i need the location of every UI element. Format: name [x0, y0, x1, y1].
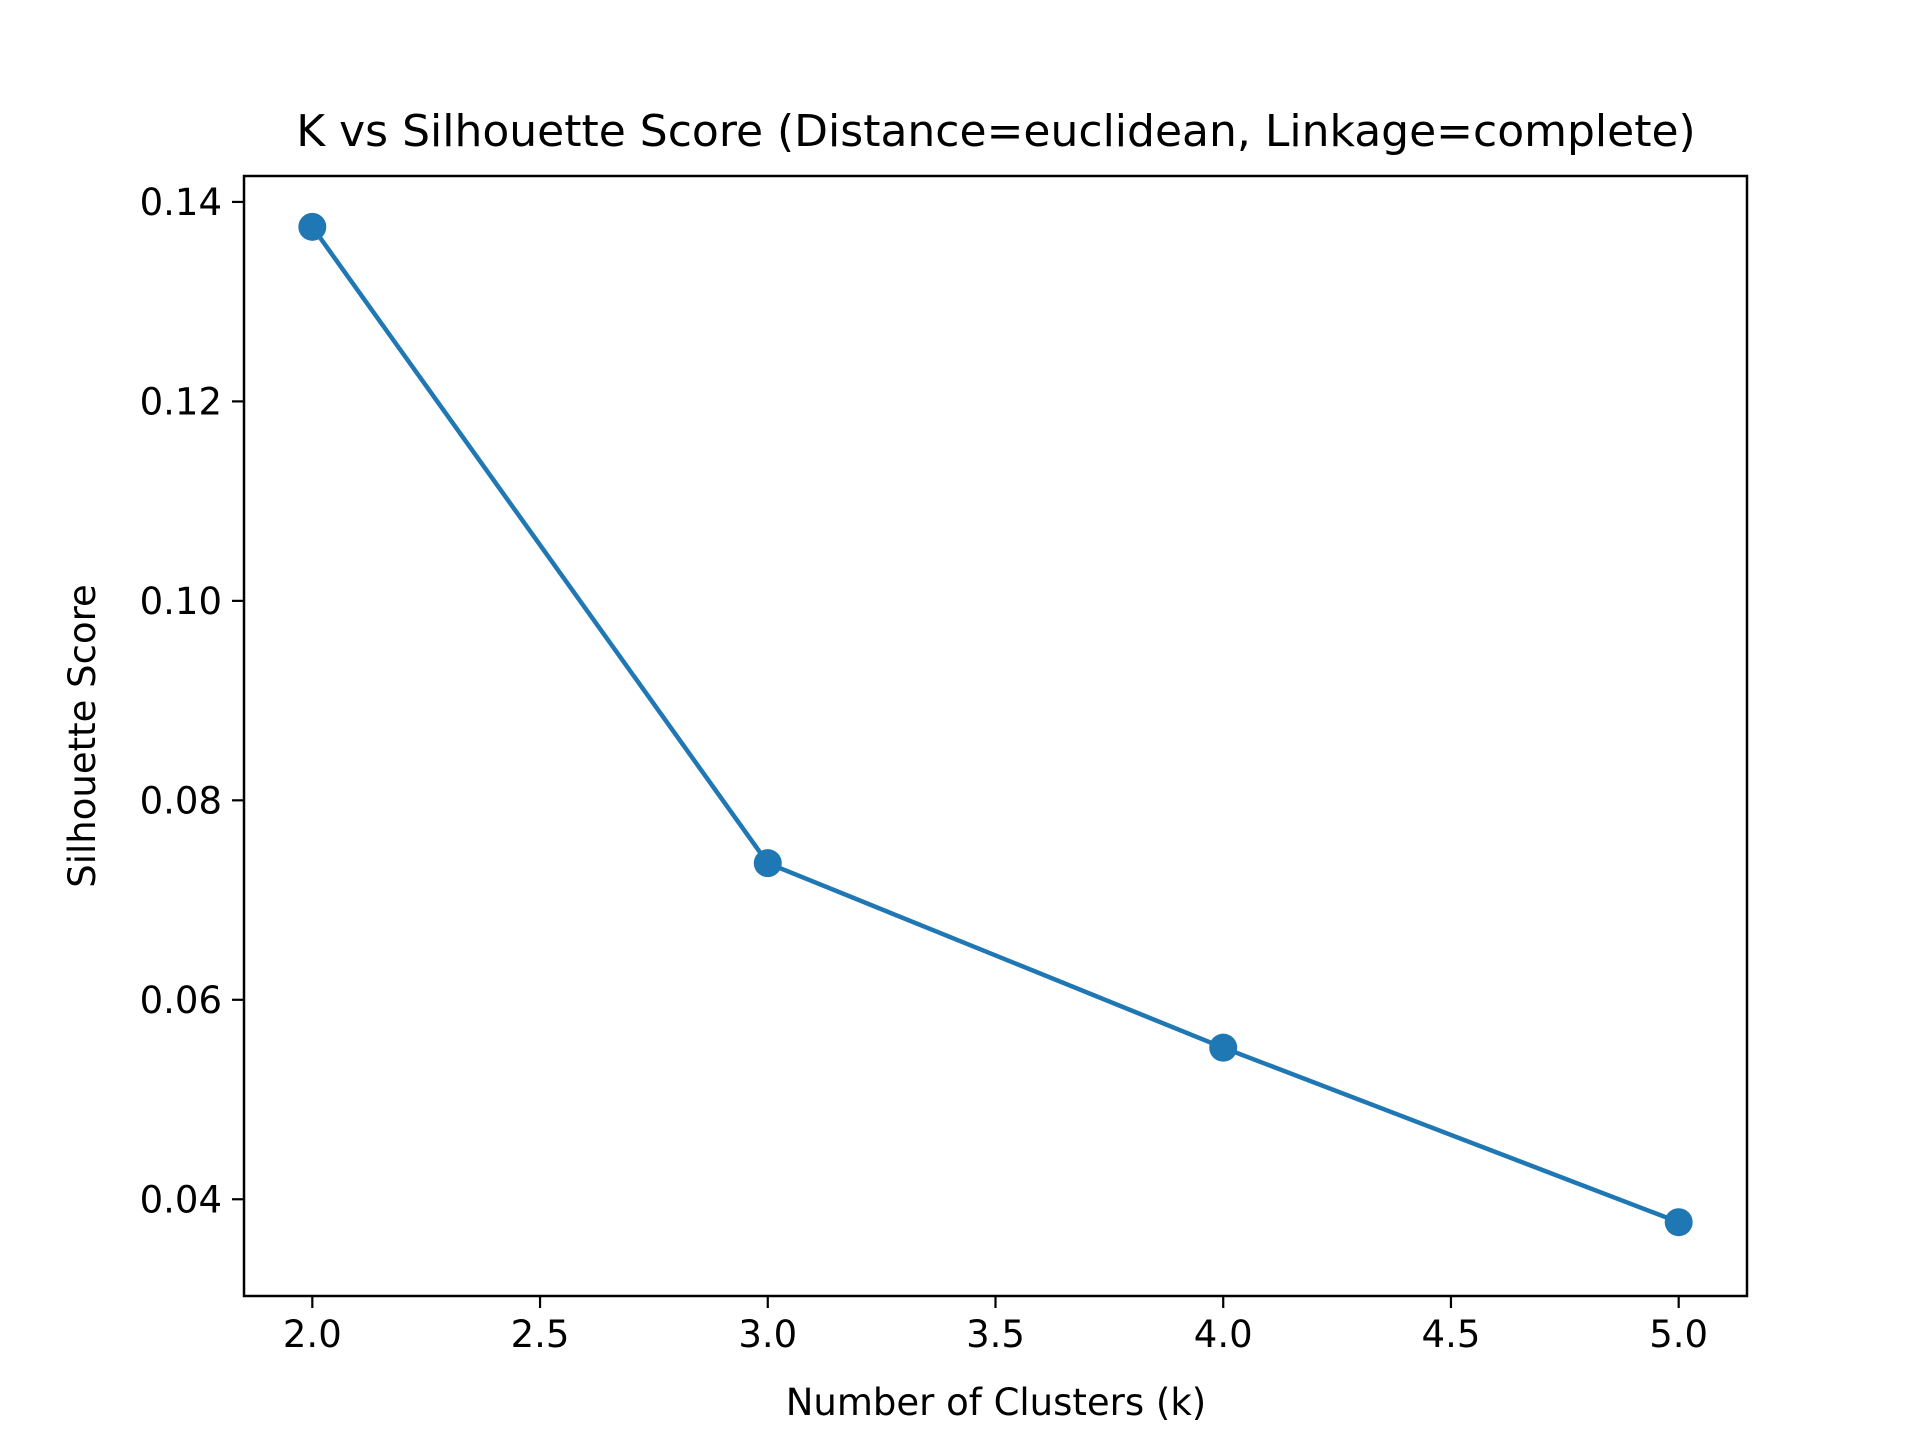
- y-tick-label: 0.06: [140, 979, 222, 1022]
- x-tick-label: 3.0: [738, 1313, 797, 1356]
- y-tick-label: 0.08: [140, 779, 222, 822]
- chart-title: K vs Silhouette Score (Distance=euclidea…: [296, 106, 1695, 157]
- data-point-marker: [1209, 1033, 1238, 1062]
- y-tick-label: 0.12: [140, 380, 222, 423]
- y-axis-label: Silhouette Score: [61, 584, 104, 888]
- x-tick-label: 2.5: [511, 1313, 570, 1356]
- x-tick-label: 4.0: [1194, 1313, 1253, 1356]
- series-line: [310, 225, 1680, 1225]
- x-tick-label: 3.5: [966, 1313, 1025, 1356]
- data-point-marker: [1664, 1208, 1693, 1237]
- y-axis-ticks: 0.04 0.06 0.08 0.10 0.12 0.14: [140, 181, 244, 1221]
- data-point-marker: [753, 849, 782, 878]
- x-axis-label: Number of Clusters (k): [786, 1381, 1206, 1424]
- x-axis-ticks: 2.0 2.5 3.0 3.5 4.0 4.5 5.0: [283, 1296, 1708, 1356]
- data-point-marker: [298, 212, 327, 241]
- y-tick-label: 0.10: [140, 580, 222, 623]
- y-tick-label: 0.04: [140, 1178, 222, 1221]
- x-tick-label: 5.0: [1649, 1313, 1708, 1356]
- x-tick-label: 4.5: [1422, 1313, 1481, 1356]
- y-tick-label: 0.14: [140, 181, 222, 224]
- x-tick-label: 2.0: [283, 1313, 342, 1356]
- series-layer: [298, 212, 1693, 1237]
